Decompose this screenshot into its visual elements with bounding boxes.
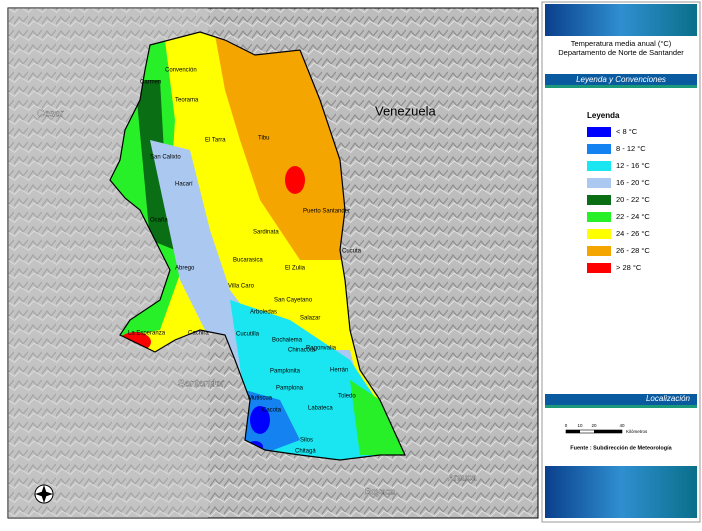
place-label: El Tarra — [205, 138, 226, 144]
legend-banner-text: Leyenda y Convenciones — [576, 75, 666, 84]
banner-stripe — [545, 405, 697, 408]
place-label: Cacota — [262, 408, 282, 414]
place-label: Convención — [165, 68, 197, 74]
place-label: Ragonvalia — [306, 346, 337, 352]
place-label: Bochalema — [272, 338, 303, 344]
legend-label: < 8 °C — [616, 127, 638, 136]
location-banner-text: Localización — [646, 394, 691, 403]
legend-swatch — [587, 161, 611, 171]
legend-swatch — [587, 195, 611, 205]
place-label: Sardinata — [253, 230, 279, 236]
place-label: Mutiscua — [248, 396, 273, 402]
banner-stripe — [545, 85, 697, 88]
place-label: Villa Caro — [228, 284, 255, 290]
place-label: Abrego — [175, 266, 195, 272]
header-image — [545, 4, 697, 36]
place-label: Teorama — [175, 98, 199, 104]
title: Temperatura media anual (°C) — [571, 39, 672, 48]
place-label: Silos — [300, 438, 313, 444]
place-label: Pamplona — [276, 386, 304, 392]
legend-swatch — [587, 127, 611, 137]
legend-label: 12 - 16 °C — [616, 161, 650, 170]
place-label: El Zulia — [285, 266, 306, 272]
legend-swatch — [587, 212, 611, 222]
place-label: Puerto Santander — [303, 209, 350, 215]
legend: < 8 °C 8 - 12 °C 12 - 16 °C 16 - 20 °C 20 - … — [587, 127, 650, 273]
place-label: Arboledas — [250, 310, 277, 316]
side-panel — [541, 1, 701, 523]
place-label: Hacarí — [175, 182, 193, 188]
legend-label: 24 - 26 °C — [616, 229, 650, 238]
north-arrow — [34, 484, 54, 504]
place-label: Salazar — [300, 316, 320, 322]
place-label: Toledo — [338, 394, 356, 400]
scale-tick: 20 — [591, 423, 597, 428]
region-label: Venezuela — [375, 103, 436, 118]
legend-label: 22 - 24 °C — [616, 212, 650, 221]
legend-swatch — [587, 144, 611, 154]
footer-image — [545, 466, 697, 518]
place-label: Cachira — [188, 331, 209, 337]
scale-tick: 0 — [565, 423, 568, 428]
place-label: Herrán — [330, 368, 348, 374]
place-label: Cucuta — [342, 249, 362, 255]
legend-label: > 28 °C — [616, 263, 642, 272]
region-label: Santander — [178, 379, 225, 390]
place-label: Chitagá — [295, 449, 316, 455]
legend-label: 20 - 22 °C — [616, 195, 650, 204]
legend-swatch — [587, 229, 611, 239]
place-label: Ocaña — [150, 218, 168, 224]
location-banner — [545, 394, 697, 405]
place-label: La Esperanza — [128, 331, 166, 337]
scale-segment — [594, 430, 622, 433]
region-label: Boyaca — [365, 486, 395, 496]
place-label: San Cayetano — [274, 298, 313, 304]
place-label: Pamplonita — [270, 369, 301, 375]
scale-tick: 40 — [619, 423, 625, 428]
legend-label: 16 - 20 °C — [616, 178, 650, 187]
scale-unit: Kilómetros — [626, 429, 648, 434]
subtitle: Departamento de Norte de Santander — [558, 48, 684, 57]
legend-banner — [545, 74, 697, 85]
region-label: Arauca — [448, 472, 477, 482]
legend-title: Leyenda — [587, 111, 620, 120]
region-label: Cesar — [37, 109, 64, 120]
place-label: Chinacota — [288, 348, 316, 354]
legend-swatch — [587, 178, 611, 188]
legend-swatch — [587, 246, 611, 256]
legend-label: 26 - 28 °C — [616, 246, 650, 255]
legend-swatch — [587, 263, 611, 273]
scale-segment — [566, 430, 580, 433]
map-labels: Venezuela Cesar Santander Boyaca Arauca Conve… — [37, 68, 477, 497]
place-label: San Calixto — [150, 155, 181, 161]
scale-tick: 10 — [577, 423, 583, 428]
place-label: Carmen — [140, 80, 161, 86]
place-label: Cucutilla — [236, 332, 260, 338]
place-label: Bucarasica — [233, 258, 263, 264]
place-label: Labateca — [308, 406, 333, 412]
place-label: Tibu — [258, 136, 269, 142]
source: Fuente : Subdirección de Meteorología — [570, 445, 672, 451]
legend-label: 8 - 12 °C — [616, 144, 646, 153]
